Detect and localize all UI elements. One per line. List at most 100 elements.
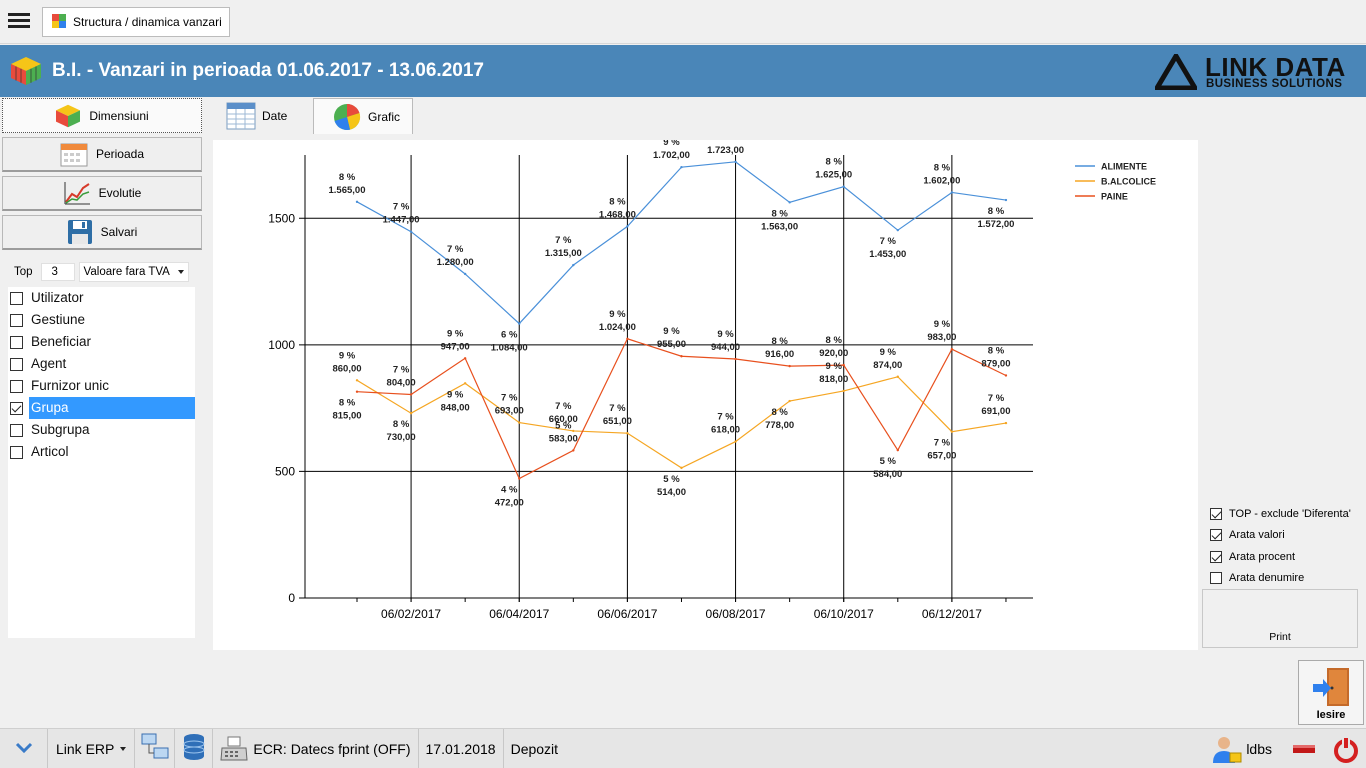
- dimension-item-gestiune[interactable]: Gestiune: [8, 309, 195, 331]
- dimension-item-furnizor-unic[interactable]: Furnizor unic: [8, 375, 195, 397]
- data-point: [355, 379, 359, 382]
- option-label: TOP - exclude 'Diferenta': [1229, 507, 1351, 520]
- tab-grafic[interactable]: Grafic: [313, 98, 413, 134]
- value-label: 818,00: [819, 374, 848, 385]
- data-point: [518, 322, 521, 325]
- value-label: 660,00: [549, 414, 578, 425]
- percent-label: 7 %: [717, 412, 734, 423]
- logo-sub-text: BUSINESS SOLUTIONS: [1206, 78, 1343, 90]
- checkbox[interactable]: [10, 445, 23, 459]
- value-label: 730,00: [387, 432, 416, 443]
- data-point: [463, 357, 467, 360]
- value-label: 1.602,00: [923, 175, 960, 186]
- legend-label: ALIMENTE: [1101, 162, 1147, 172]
- dimension-item-agent[interactable]: Agent: [8, 353, 195, 375]
- chart-options: TOP - exclude 'Diferenta' Arata valori A…: [1210, 503, 1360, 589]
- data-point: [1004, 421, 1008, 425]
- ecr-status[interactable]: ECR: Datecs fprint (OFF): [213, 728, 419, 768]
- power-icon[interactable]: [1332, 735, 1360, 763]
- data-point: [896, 448, 899, 452]
- value-label: 955,00: [657, 339, 686, 350]
- value-label: 860,00: [332, 363, 361, 374]
- value-label: 1.702,00: [653, 150, 690, 161]
- user-name[interactable]: ldbs: [1246, 741, 1272, 757]
- percent-label: 7 %: [934, 438, 951, 449]
- value-label: 1.565,00: [329, 185, 366, 196]
- dimension-item-subgrupa[interactable]: Subgrupa: [8, 419, 195, 441]
- cube-icon: [55, 104, 81, 128]
- checkbox[interactable]: [10, 335, 23, 349]
- app-menu[interactable]: Link ERP: [48, 728, 136, 768]
- metric-select[interactable]: Valoare fara TVA: [78, 262, 189, 282]
- value-label: 1.563,00: [761, 221, 798, 232]
- dimension-item-beneficiar[interactable]: Beneficiar: [8, 331, 195, 353]
- checkbox[interactable]: [1210, 550, 1222, 563]
- option-arata-procent[interactable]: Arata procent: [1210, 546, 1360, 568]
- dimensiuni-button[interactable]: Dimensiuni: [2, 98, 202, 133]
- document-tab[interactable]: Structura / dinamica vanzari: [42, 7, 230, 37]
- perioada-button[interactable]: Perioada: [2, 137, 202, 172]
- percent-label: 8 %: [988, 206, 1005, 217]
- perioada-label: Perioada: [95, 147, 145, 161]
- value-label: 1.280,00: [437, 257, 474, 268]
- dimension-item-utilizator[interactable]: Utilizator: [8, 287, 195, 309]
- battery-icon: [1292, 743, 1318, 755]
- top-count-input[interactable]: 3: [40, 263, 75, 281]
- percent-label: 5 %: [663, 474, 680, 485]
- data-point: [896, 228, 899, 232]
- page-title: B.I. - Vanzari in perioada 01.06.2017 - …: [52, 60, 484, 81]
- chart-line-icon: [63, 180, 91, 206]
- data-point: [409, 412, 413, 415]
- data-point: [734, 160, 737, 164]
- x-tick-label: 06/12/2017: [922, 607, 982, 621]
- value-label: 1.723,00: [707, 145, 744, 156]
- data-point: [896, 375, 899, 378]
- expand-button[interactable]: [0, 728, 48, 768]
- salvari-label: Salvari: [100, 225, 138, 239]
- network-button[interactable]: [135, 728, 176, 768]
- checkbox[interactable]: [10, 291, 23, 305]
- dimension-item-articol[interactable]: Articol: [8, 441, 195, 463]
- checkbox[interactable]: [1210, 529, 1222, 542]
- checkbox[interactable]: [10, 401, 23, 415]
- checkbox[interactable]: [1210, 507, 1222, 520]
- percent-label: 8 %: [339, 172, 356, 183]
- checkbox[interactable]: [10, 423, 23, 437]
- option-top-exclude[interactable]: TOP - exclude 'Diferenta': [1210, 503, 1360, 525]
- percent-label: 8 %: [771, 407, 788, 418]
- database-button[interactable]: [175, 728, 214, 768]
- tab-date[interactable]: Date: [222, 98, 292, 134]
- data-point: [626, 225, 629, 228]
- x-tick-label: 06/04/2017: [489, 607, 549, 621]
- percent-label: 9 %: [717, 140, 734, 143]
- dimension-item-grupa[interactable]: Grupa: [8, 397, 195, 419]
- cash-register-icon: [220, 736, 248, 762]
- print-button[interactable]: Print: [1202, 589, 1358, 648]
- exit-button[interactable]: Iesire: [1298, 660, 1364, 725]
- checkbox[interactable]: [10, 357, 23, 371]
- checkbox[interactable]: [10, 379, 23, 393]
- data-point: [788, 201, 791, 204]
- value-label: 804,00: [387, 377, 416, 388]
- hamburger-menu-icon[interactable]: [8, 13, 30, 29]
- value-label: 691,00: [981, 406, 1010, 417]
- option-label: Arata procent: [1229, 550, 1296, 563]
- checkbox[interactable]: [1210, 572, 1222, 585]
- value-label: 1.315,00: [545, 248, 582, 259]
- percent-label: 7 %: [393, 364, 410, 375]
- print-label: Print: [1269, 631, 1291, 643]
- option-arata-denumire[interactable]: Arata denumire: [1210, 568, 1360, 590]
- checkbox[interactable]: [10, 313, 23, 327]
- value-label: 1.453,00: [869, 249, 906, 260]
- option-arata-valori[interactable]: Arata valori: [1210, 525, 1360, 547]
- salvari-button[interactable]: Salvari: [2, 215, 202, 250]
- status-right: ldbs: [1212, 729, 1366, 768]
- header-bar: B.I. - Vanzari in perioada 01.06.2017 - …: [0, 45, 1366, 97]
- data-point: [572, 263, 575, 267]
- percent-label: 5 %: [880, 456, 897, 467]
- series-line-alimente: [356, 161, 1007, 325]
- dimension-label: Utilizator: [31, 290, 84, 305]
- y-tick-label: 1500: [268, 211, 295, 225]
- data-point: [950, 191, 954, 194]
- evolutie-button[interactable]: Evolutie: [2, 176, 202, 211]
